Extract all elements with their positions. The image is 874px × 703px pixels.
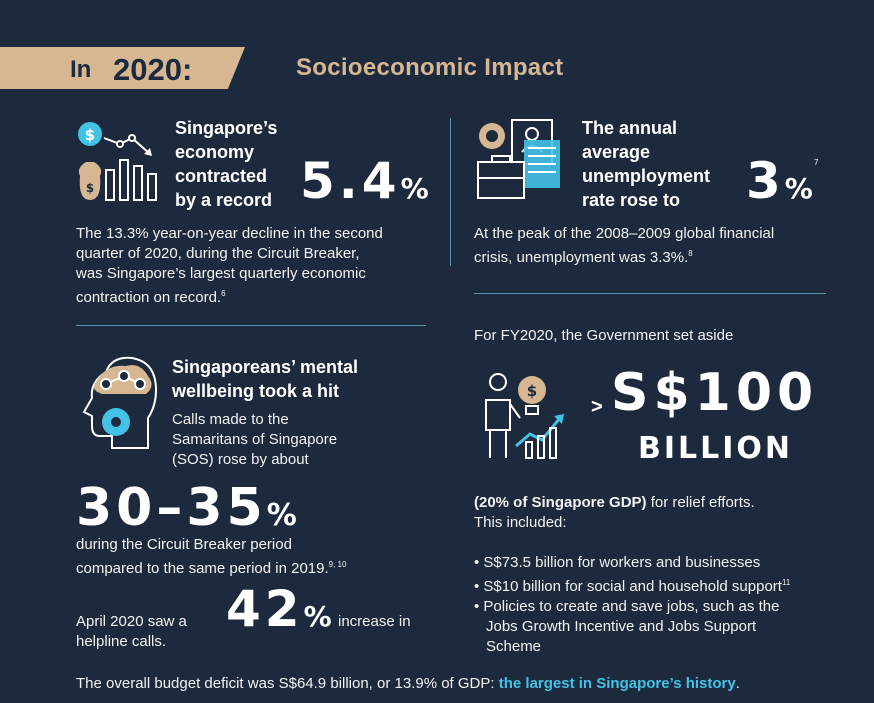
economy-body: The 13.3% year-on-year decline in the se…: [76, 224, 383, 308]
economy-heading-line: Singapore’s: [175, 118, 278, 138]
economy-body-line: contraction on record.: [76, 289, 222, 306]
sos-after-line: compared to the same period in 2019.: [76, 560, 329, 577]
mental-heading-line: wellbeing took a hit: [172, 381, 340, 401]
economy-body-line: was Singapore’s largest quarterly econom…: [76, 265, 366, 282]
unemployment-heading: The annual average unemployment rate ros…: [582, 116, 710, 212]
economy-heading-line: contracted: [175, 166, 268, 186]
sos-big-value: 30–35%: [76, 478, 297, 546]
horizontal-divider: [474, 293, 826, 294]
gdp-line2: This included:: [474, 514, 567, 531]
mental-health-head-icon: [82, 356, 158, 449]
year-banner: In 2020:: [0, 47, 245, 89]
growth-idea-icon: $: [485, 373, 564, 459]
footnote-ref: 9, 10: [328, 560, 347, 569]
svg-text:$: $: [527, 382, 537, 400]
economy-heading-line: economy: [175, 142, 255, 162]
april-pct: %: [303, 600, 332, 633]
footnote-ref: 7: [814, 158, 819, 167]
economy-value: 5.4: [300, 152, 401, 210]
economy-big-value: 5.4%: [300, 152, 429, 218]
footer-end: .: [735, 675, 740, 692]
bullet-item-continued: Scheme: [486, 638, 542, 655]
unemployment-big-value: 3%: [746, 152, 813, 218]
footnote-ref: 8: [688, 249, 693, 258]
mental-heading-line: Singaporeans’ mental: [172, 357, 359, 377]
footer-highlight: the largest in Singapore’s history: [498, 675, 736, 692]
april-line2: helpline calls.: [76, 633, 167, 650]
svg-text:$: $: [85, 126, 95, 144]
april-big-value: 42%: [226, 580, 332, 646]
mental-body-line: (SOS) rose by about: [172, 451, 309, 468]
unemployment-body-line: At the peak of the 2008–2009 global fina…: [474, 225, 775, 242]
economy-heading-line: by a record: [175, 190, 273, 210]
sos-after-line: during the Circuit Breaker period: [76, 536, 292, 553]
mental-body-line: Samaritans of Singapore: [172, 431, 338, 448]
budget-big-unit: BILLION: [638, 431, 794, 466]
bullet-item-continued: Jobs Growth Incentive and Jobs Support: [486, 618, 757, 635]
bullet-item: Policies to create and save jobs, such a…: [474, 597, 790, 617]
unemployment-pct: %: [784, 172, 813, 205]
economy-body-line: The 13.3% year-on-year decline in the se…: [76, 225, 383, 242]
horizontal-divider: [76, 325, 426, 326]
page-title: Socioeconomic Impact: [296, 54, 564, 81]
april-prefix: April 2020 saw a: [76, 613, 187, 630]
budget-big-value: S$100: [611, 363, 819, 423]
vertical-divider: [450, 118, 451, 266]
april-suffix: increase in: [338, 613, 411, 630]
mental-heading: Singaporeans’ mental wellbeing took a hi…: [172, 355, 358, 403]
unemployment-heading-line: unemployment: [582, 166, 711, 186]
april-value: 42: [226, 580, 304, 638]
job-search-icon: [477, 119, 560, 199]
mental-body: Calls made to the Samaritans of Singapor…: [172, 410, 337, 470]
footnote-ref: 11: [781, 578, 791, 587]
budget-gdp: (20% of Singapore GDP) for relief effort…: [474, 493, 755, 533]
year-in-label: In: [70, 56, 92, 83]
footnote-ref: 6: [221, 289, 226, 298]
budget-intro: For FY2020, the Government set aside: [474, 327, 734, 344]
unemployment-body: At the peak of the 2008–2009 global fina…: [474, 224, 774, 268]
unemployment-heading-line: The annual: [582, 118, 678, 138]
sos-value: 30–35: [76, 478, 267, 538]
sos-pct: %: [266, 498, 297, 533]
mental-body-line: Calls made to the: [172, 411, 289, 428]
year-label: 2020:: [113, 52, 193, 87]
footer-note: The overall budget deficit was S$64.9 bi…: [76, 674, 740, 694]
unemployment-heading-line: rate rose to: [582, 190, 681, 210]
unemployment-body-line: crisis, unemployment was 3.3%.: [474, 249, 689, 266]
economy-pct: %: [400, 172, 429, 205]
economy-chart-icon: $ $: [78, 122, 157, 201]
budget-bullets: S$73.5 billion for workers and businesse…: [474, 553, 790, 657]
economy-body-line: quarter of 2020, during the Circuit Brea…: [76, 245, 360, 262]
gdp-bold: (20% of Singapore GDP): [474, 494, 647, 511]
bullet-item: S$10 billion for social and household su…: [474, 578, 782, 595]
bullet-item: S$73.5 billion for workers and businesse…: [474, 553, 790, 573]
economy-heading: Singapore’s economy contracted by a reco…: [175, 116, 277, 212]
unemployment-value: 3: [746, 152, 785, 210]
sos-after: during the Circuit Breaker period compar…: [76, 535, 346, 579]
footer-text: The overall budget deficit was S$64.9 bi…: [76, 675, 499, 692]
unemployment-heading-line: average: [582, 142, 651, 162]
gdp-rest: for relief efforts.: [646, 494, 755, 511]
greater-than: >: [591, 396, 603, 418]
svg-text:$: $: [86, 181, 94, 195]
